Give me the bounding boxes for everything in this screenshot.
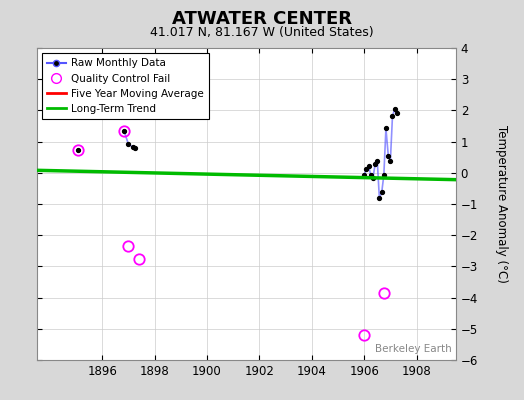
- Text: ATWATER CENTER: ATWATER CENTER: [172, 10, 352, 28]
- Legend: Raw Monthly Data, Quality Control Fail, Five Year Moving Average, Long-Term Tren: Raw Monthly Data, Quality Control Fail, …: [42, 53, 209, 119]
- Y-axis label: Temperature Anomaly (°C): Temperature Anomaly (°C): [495, 125, 508, 283]
- Text: Berkeley Earth: Berkeley Earth: [375, 344, 452, 354]
- Text: 41.017 N, 81.167 W (United States): 41.017 N, 81.167 W (United States): [150, 26, 374, 39]
